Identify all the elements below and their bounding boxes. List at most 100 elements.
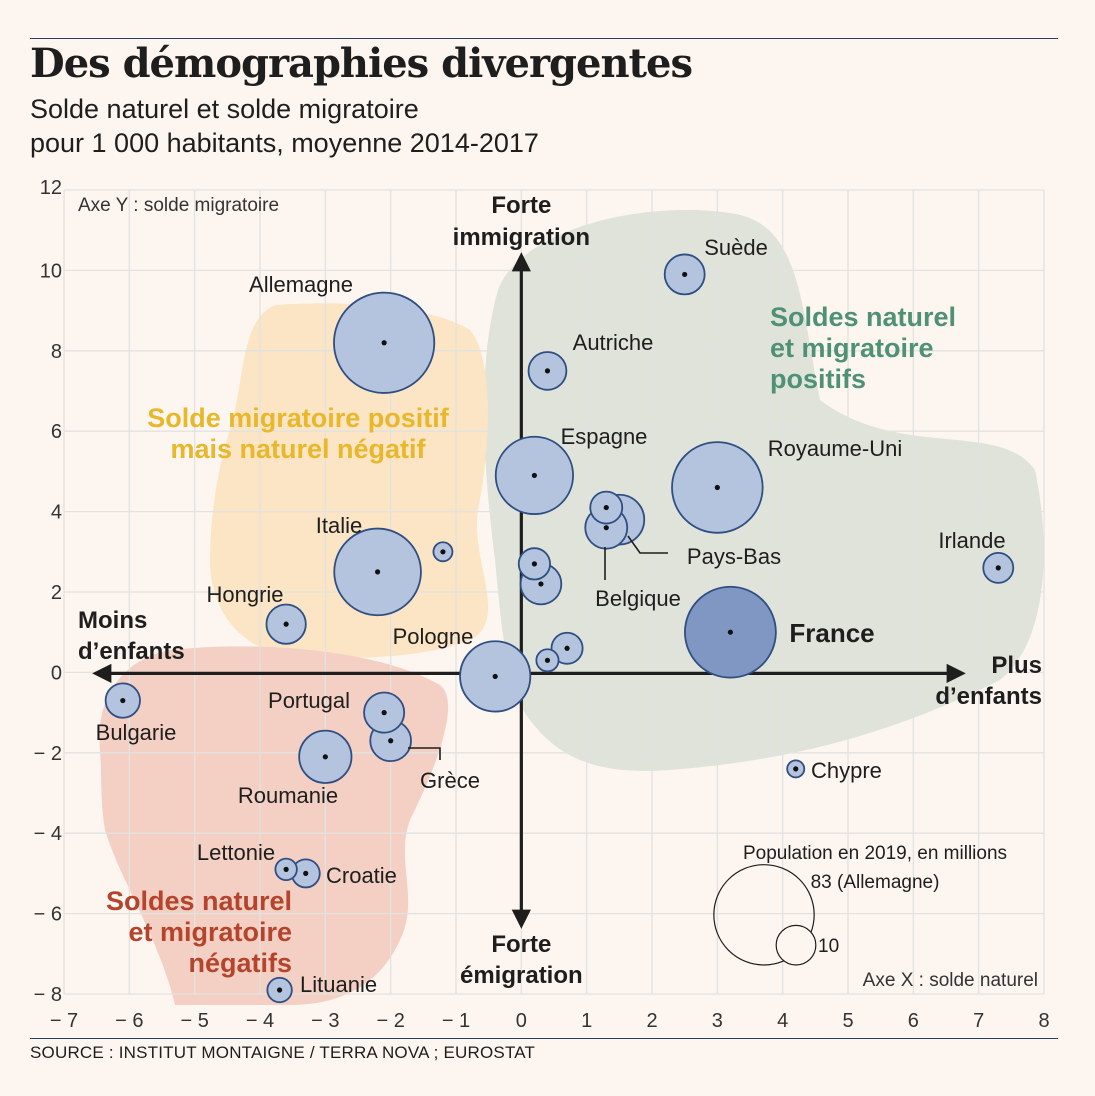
point-label-bulgarie: Bulgarie (96, 720, 177, 745)
bubble-center-espagne (531, 472, 538, 479)
bubble-center-france (727, 629, 734, 635)
x-axis-name: Axe X : solde naturel (863, 970, 1038, 991)
x-tick-label: 2 (646, 1010, 657, 1032)
bubble-center-pologne (492, 673, 498, 680)
subtitle-line-2: pour 1 000 habitants, moyenne 2014-2017 (30, 128, 539, 158)
bottom-rule (30, 1038, 1058, 1039)
zone-label-2-line-2: mais naturel négatif (170, 434, 426, 464)
bubble-center-grece (388, 738, 394, 744)
bubble-center-roumanie (322, 754, 328, 760)
bubble-center-suede (682, 271, 688, 278)
y-tick-label: − 8 (34, 984, 62, 1006)
bubble-center-unlabeled-11 (531, 561, 538, 567)
x-tick-label: − 6 (115, 1010, 143, 1032)
x-tick-label: − 3 (311, 1010, 339, 1032)
x-tick-label: 5 (842, 1010, 853, 1032)
x-tick-label: 4 (777, 1010, 788, 1032)
bubble-center-unlabeled-16 (544, 657, 551, 663)
arrow-label-right-1: Plus (991, 652, 1042, 679)
point-label-france: France (789, 618, 874, 648)
bubble-center-croatie (303, 870, 309, 877)
arrow-label-right-2: d’enfants (935, 683, 1042, 710)
arrow-label-down-1: Forte (491, 931, 551, 958)
size-legend-small-label: 10 (818, 936, 839, 957)
zone-label-3-line-3: négatifs (188, 948, 292, 978)
size-legend: Population en 2019, en millions 83 (Allem… (713, 843, 1007, 966)
bubble-center-portugal (381, 710, 387, 716)
bubble-center-unlabeled-15 (564, 645, 570, 651)
x-tick-label: 0 (516, 1010, 527, 1032)
arrow-label-left-1: Moins (78, 607, 147, 634)
point-label-portugal: Portugal (268, 688, 350, 713)
callout-pays-bas (627, 535, 668, 554)
point-labels: Allemagne Suède Autriche Espagne Royaume-Uni… (96, 235, 1006, 997)
y-tick-label: − 6 (34, 904, 62, 926)
y-tick-label: 0 (51, 662, 62, 684)
top-rule (30, 38, 1058, 39)
y-axis-name: Axe Y : solde migratoire (78, 195, 279, 216)
zone-negative-negative (99, 646, 449, 1005)
arrow-label-left-2: d’enfants (78, 638, 185, 665)
point-label-lettonie: Lettonie (197, 840, 275, 865)
bubbles-layer (104, 253, 1015, 1004)
x-tick-label: 1 (581, 1010, 592, 1032)
x-tick-label: 8 (1038, 1010, 1049, 1032)
bubble-center-chypre (793, 766, 799, 772)
zone-label-3-line-1: Soldes naturel (106, 886, 292, 916)
x-tick-label: − 5 (180, 1010, 208, 1032)
zone-label-3-line-2: et migratoire (128, 917, 292, 947)
x-tick-label: − 7 (50, 1010, 78, 1032)
y-tick-label: 10 (40, 260, 62, 282)
subtitle-line-1: Solde naturel et solde migratoire (30, 94, 419, 124)
x-tick-label: − 2 (376, 1010, 404, 1032)
zone-label-2-line-1: Solde migratoire positif (147, 403, 450, 433)
subtitle: Solde naturel et solde migratoire pour 1… (30, 92, 730, 160)
size-legend-small-circle (775, 924, 817, 966)
bubble-center-unlabeled-10 (440, 549, 446, 555)
bubble-center-bulgarie (120, 697, 126, 704)
point-label-irlande: Irlande (938, 528, 1005, 553)
zone-label-1-line-3: positifs (770, 364, 866, 394)
y-tick-label: 2 (51, 582, 62, 604)
page-title: Des démographies divergentes (30, 40, 693, 87)
point-label-lituanie: Lituanie (300, 972, 377, 997)
point-label-pays-bas: Pays-Bas (687, 544, 781, 569)
bubble-center-lituanie (277, 987, 283, 993)
size-legend-big-circle (713, 864, 815, 966)
bubble-center-unlabeled-12 (538, 581, 544, 587)
callout-grece (408, 747, 441, 760)
point-label-chypre: Chypre (811, 758, 882, 783)
bubble-center-irlande (995, 565, 1001, 571)
callouts-layer (408, 535, 668, 760)
x-tick-label: 3 (712, 1010, 723, 1032)
y-tick-label: − 4 (34, 823, 62, 845)
x-tick-label: 6 (908, 1010, 919, 1032)
x-tick-label: − 1 (442, 1010, 470, 1032)
tick-labels: − 7− 6− 5− 4− 3− 2− 1 0 1 2 3 4 5 6 7 8121086420−… (34, 177, 1050, 1032)
bubble-center-hongrie (283, 621, 289, 627)
point-label-hongrie: Hongrie (206, 582, 283, 607)
point-label-espagne: Espagne (561, 424, 648, 449)
point-label-roumanie: Roumanie (238, 783, 338, 808)
source-note: SOURCE : INSTITUT MONTAIGNE / TERRA NOVA… (30, 1043, 536, 1062)
point-label-pologne: Pologne (393, 624, 474, 649)
bubble-center-belgique (603, 525, 609, 531)
x-tick-label: − 4 (246, 1010, 274, 1032)
point-label-grece: Grèce (420, 768, 480, 793)
bubble-center-allemagne (381, 340, 387, 346)
point-label-autriche: Autriche (573, 330, 654, 355)
bubble-center-royaume-uni (714, 484, 720, 491)
bubble-center-italie (375, 569, 381, 575)
point-label-belgique: Belgique (595, 586, 681, 611)
size-legend-title: Population en 2019, en millions (743, 843, 1007, 864)
x-tick-label: 7 (973, 1010, 984, 1032)
point-label-suede: Suède (704, 235, 768, 260)
bubble-center-lettonie (283, 866, 289, 872)
arrow-label-up-2: immigration (453, 224, 590, 251)
point-label-italie: Italie (316, 513, 362, 538)
y-tick-label: 4 (51, 502, 62, 524)
size-legend-big-label: 83 (Allemagne) (811, 872, 940, 893)
y-tick-label: 6 (51, 421, 62, 443)
